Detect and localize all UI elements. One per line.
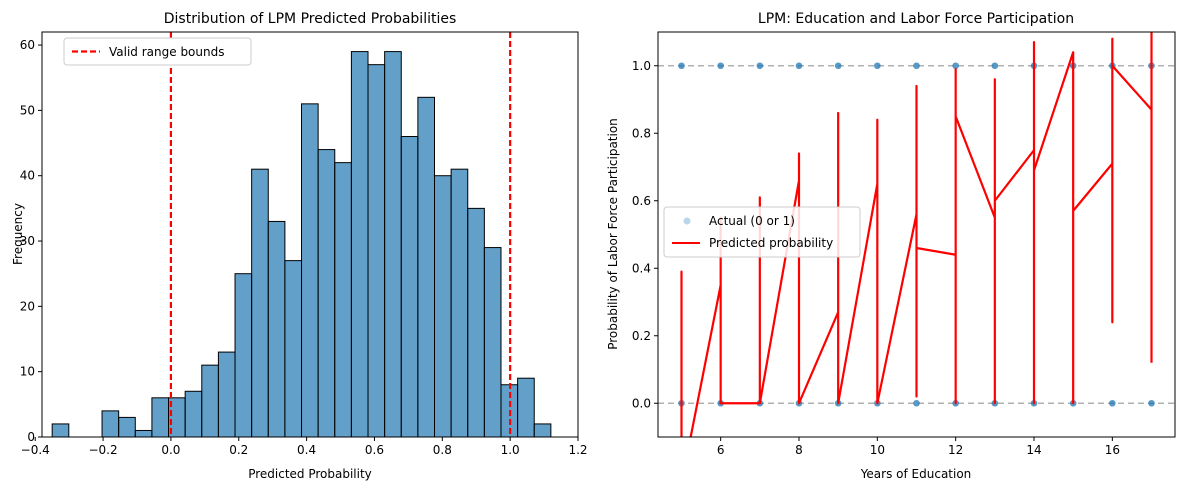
histogram-bar	[317, 149, 336, 437]
x-tick-label: 1.2	[568, 443, 587, 457]
lpm-x-ticks: 6 8 10 12 14 16	[717, 437, 1120, 457]
actual-point	[756, 62, 764, 70]
histogram-x-ticks: −0.4 −0.2 0.0 0.2 0.4 0.6 0.8 1.0 1.2	[21, 437, 588, 457]
histogram-bar	[367, 64, 386, 437]
legend-label-predicted: Predicted probability	[709, 236, 833, 250]
histogram-legend: Valid range bounds	[63, 37, 252, 66]
lpm-ylabel: Probability of Labor Force Participation	[606, 118, 620, 350]
actual-point	[678, 62, 685, 70]
y-tick-label: 0	[27, 430, 35, 444]
x-tick-label: 0.2	[229, 443, 248, 457]
x-tick-label: 0.0	[161, 443, 180, 457]
x-tick-label: 1.0	[501, 443, 520, 457]
x-tick-label: 16	[1105, 443, 1120, 457]
lpm-legend: Actual (0 or 1) Predicted probability	[663, 206, 861, 258]
lpm-xlabel: Years of Education	[860, 467, 972, 481]
lpm-axes-frame	[657, 31, 1176, 438]
lpm-panel: LPM: Education and Labor Force Participa…	[606, 11, 1176, 481]
x-tick-label: −0.4	[21, 443, 50, 457]
lpm-title: LPM: Education and Labor Force Participa…	[758, 11, 1074, 27]
legend-marker-actual	[683, 217, 691, 225]
lpm-legend-box	[663, 206, 861, 258]
actual-point	[991, 62, 999, 70]
histogram-bars	[51, 51, 552, 437]
x-tick-label: 0.4	[297, 443, 316, 457]
legend-label-actual: Actual (0 or 1)	[709, 214, 795, 228]
histogram-bar	[533, 423, 552, 437]
histogram-bar	[134, 429, 153, 437]
x-tick-label: 8	[795, 443, 803, 457]
histogram-bar	[267, 220, 286, 437]
histogram-bar	[301, 103, 319, 437]
histogram-bar	[284, 260, 303, 437]
y-tick-label: 20	[20, 299, 35, 313]
histogram-bar	[517, 377, 535, 437]
histogram-bar	[334, 162, 352, 437]
histogram-bar	[483, 247, 502, 437]
histogram-axes-frame	[41, 31, 579, 438]
histogram-ylabel: Frequency	[11, 203, 25, 265]
actual-point	[834, 62, 842, 70]
actual-point	[913, 62, 920, 70]
histogram-legend-box	[63, 37, 252, 66]
actual-point	[717, 62, 724, 70]
actual-point	[874, 62, 881, 70]
x-tick-label: 10	[870, 443, 885, 457]
histogram-bar	[151, 397, 170, 437]
histogram-bar	[101, 410, 120, 437]
y-tick-label: 1.0	[632, 59, 651, 73]
histogram-bar	[251, 168, 269, 437]
x-tick-label: 0.6	[365, 443, 384, 457]
actual-point	[952, 62, 959, 70]
y-tick-label: 0.8	[632, 126, 651, 140]
x-tick-label: 0.8	[433, 443, 452, 457]
actual-point	[1109, 399, 1116, 407]
y-tick-label: 30	[20, 234, 35, 248]
histogram-bar	[400, 136, 419, 437]
histogram-reference-lines	[169, 32, 512, 437]
histogram-bar	[384, 51, 402, 437]
y-tick-label: 0.4	[632, 261, 651, 275]
y-tick-label: 0.2	[632, 329, 651, 343]
histogram-bar	[234, 273, 253, 437]
histogram-bar	[118, 416, 136, 437]
y-tick-label: 0.6	[632, 194, 651, 208]
actual-point	[1148, 399, 1155, 407]
histogram-bar	[434, 175, 452, 437]
histogram-bar	[184, 390, 203, 437]
histogram-bar	[450, 168, 469, 437]
histogram-title: Distribution of LPM Predicted Probabilit…	[164, 11, 457, 27]
x-tick-label: −0.2	[88, 443, 117, 457]
y-tick-label: 0.0	[632, 396, 651, 410]
histogram-panel: Distribution of LPM Predicted Probabilit…	[11, 11, 588, 481]
histogram-bar	[417, 96, 436, 437]
y-tick-label: 40	[20, 169, 35, 183]
histogram-bar	[467, 207, 485, 437]
histogram-y-ticks: 0 10 20 30 40 50 60	[20, 38, 42, 444]
histogram-bar	[201, 364, 219, 437]
x-tick-label: 14	[1026, 443, 1041, 457]
histogram-bar	[350, 51, 369, 437]
actual-point	[795, 62, 803, 70]
x-tick-label: 6	[717, 443, 725, 457]
y-tick-label: 10	[20, 365, 35, 379]
histogram-xlabel: Predicted Probability	[248, 467, 372, 481]
lpm-reference-lines	[658, 65, 1175, 404]
y-tick-label: 60	[20, 38, 35, 52]
lpm-y-ticks: 0.0 0.2 0.4 0.6 0.8 1.0	[632, 59, 658, 410]
x-tick-label: 12	[948, 443, 963, 457]
legend-label-valid-range: Valid range bounds	[109, 45, 224, 59]
actual-point	[913, 399, 920, 407]
y-tick-label: 50	[20, 103, 35, 117]
histogram-bar	[217, 351, 236, 437]
histogram-bar	[51, 423, 70, 437]
